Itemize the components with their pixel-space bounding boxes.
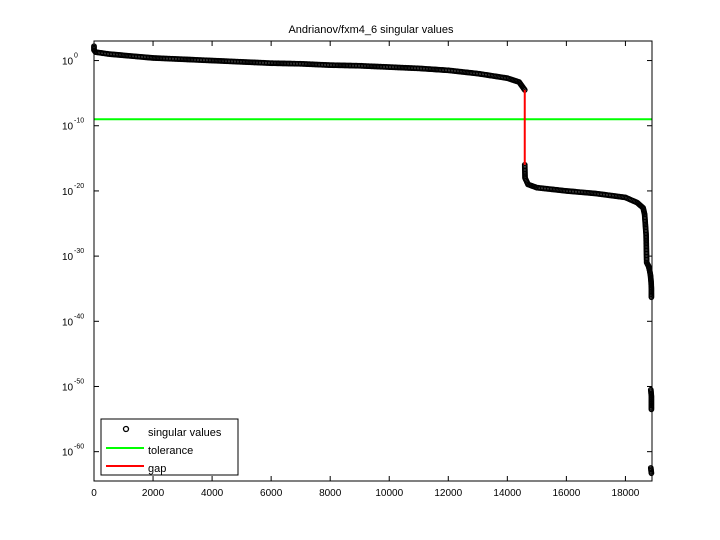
legend-marker-singular-values <box>122 425 130 433</box>
y-tick-label: 10 <box>62 57 74 68</box>
x-tick-label: 4000 <box>201 488 224 499</box>
y-tick-exponent: -10 <box>74 118 84 125</box>
singular-value-point <box>648 470 655 477</box>
y-tick-label: 10 <box>62 317 74 328</box>
legend-label-singular-values: singular values <box>148 427 222 439</box>
singular-value-point <box>648 406 655 413</box>
y-tick-exponent: 0 <box>74 53 78 60</box>
x-tick-label: 6000 <box>260 488 283 499</box>
axes-box <box>93 40 653 482</box>
plot-area <box>91 43 655 477</box>
y-tick-exponent: -20 <box>74 183 84 190</box>
x-tick-label: 2000 <box>142 488 165 499</box>
legend-label-tolerance: tolerance <box>148 445 193 457</box>
singular-values-series <box>91 43 655 477</box>
y-tick-exponent: -60 <box>74 444 84 451</box>
x-tick-label: 8000 <box>319 488 342 499</box>
x-tick-label: 0 <box>91 488 97 499</box>
legend-label-gap: gap <box>148 463 166 475</box>
x-tick-label: 12000 <box>434 488 462 499</box>
x-tick-label: 18000 <box>612 488 640 499</box>
chart-title: Andrianov/fxm4_6 singular values <box>288 24 454 36</box>
x-tick-label: 14000 <box>493 488 521 499</box>
x-axis: 0 2000 4000 6000 8000 10000 12000 14000 16000 180… <box>91 41 640 499</box>
y-tick-label: 10 <box>62 382 74 393</box>
y-tick-label: 10 <box>62 252 74 263</box>
legend: singular values tolerance gap <box>100 418 239 476</box>
x-tick-label: 16000 <box>552 488 580 499</box>
y-tick-label: 10 <box>62 187 74 198</box>
y-tick-label: 10 <box>62 122 74 133</box>
y-tick-exponent: -40 <box>74 313 84 320</box>
y-tick-exponent: -30 <box>74 248 84 255</box>
y-tick-exponent: -50 <box>74 378 84 385</box>
x-tick-label: 10000 <box>375 488 403 499</box>
singular-value-point <box>648 294 655 301</box>
y-tick-label: 10 <box>62 448 74 459</box>
